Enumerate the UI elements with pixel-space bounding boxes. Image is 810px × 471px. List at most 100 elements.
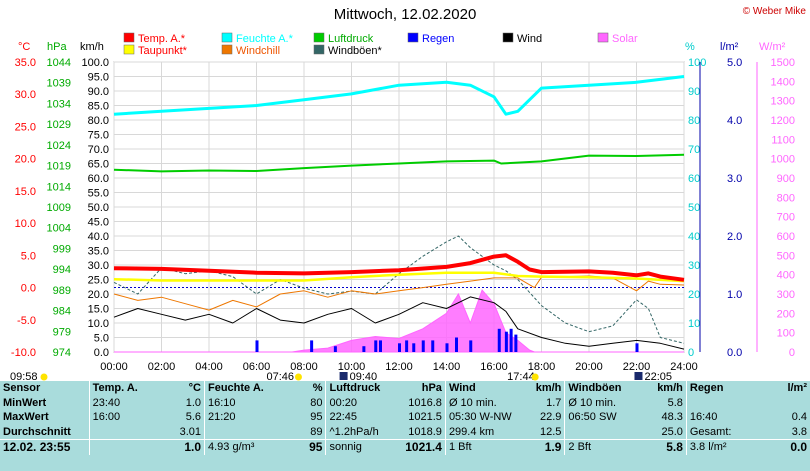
stats-cell: 23:40 (88, 395, 152, 411)
speed-tick: 20.0 (88, 289, 109, 301)
time-tick: 10:00 (338, 361, 366, 373)
speed-tick: 85.0 (88, 101, 109, 113)
stats-cell: 25.0 (661, 425, 683, 438)
solar-unit: W/m² (759, 41, 786, 53)
stats-cell: 1.0 (185, 396, 201, 409)
rain-bar (504, 331, 508, 352)
legend-label: Solar (612, 33, 638, 45)
stats-cell: 16:10 (204, 395, 274, 411)
speed-tick: 90.0 (88, 86, 109, 98)
rain-unit: l/m² (720, 41, 739, 53)
series-pressure (113, 153, 685, 173)
solar-tick: 100 (777, 328, 795, 340)
time-tick: 02:00 (148, 361, 176, 373)
humidity-tick: 20 (688, 289, 700, 301)
stats-cell: l/m² (787, 382, 807, 394)
series-solar (114, 289, 684, 353)
stats-cell: 16:40 (685, 410, 758, 425)
solar-tick: 1100 (771, 134, 795, 146)
pressure-tick: 974 (53, 347, 71, 359)
stats-cell: 12.5 (539, 425, 562, 438)
rain-tick: 1.0 (727, 289, 742, 301)
legend-swatch (407, 32, 419, 43)
stats-cell: Windböen (564, 381, 634, 396)
humidity-tick: 50 (688, 202, 700, 214)
statistics-panel: Sensor Temp. A. °C Feuchte A.% Luftdruck hPa W… (0, 381, 810, 471)
rain-bar (310, 340, 314, 352)
speed-tick: 95.0 (88, 72, 109, 84)
weather-chart: Temp. A.* Feuchte A.* Luftdruck Regen Wind So… (10, 32, 795, 381)
humidity-tick: 100 (688, 57, 706, 69)
time-tick: 04:00 (195, 361, 223, 373)
moonrise-icon (339, 372, 348, 380)
rain-bar (431, 340, 435, 352)
stats-cell: 1.7 (546, 396, 562, 409)
stats-cell: 05:30 W-NW (444, 410, 513, 425)
stats-cell: Durchschnitt (3, 425, 71, 438)
pressure-tick: 1014 (47, 181, 71, 193)
rain-bar (421, 340, 425, 352)
stats-cell: 89 (310, 425, 323, 438)
stats-cell: 1.9 (512, 439, 565, 455)
speed-tick: 0.0 (94, 347, 109, 359)
temp-tick: 30.0 (15, 89, 36, 101)
pressure-tick: 1029 (47, 119, 71, 131)
stats-cell: Feuchte A. (204, 381, 274, 396)
sunset-label: 17:44 (507, 371, 535, 381)
pressure-tick: 1019 (47, 161, 71, 173)
rain-bar (635, 343, 639, 352)
humidity-tick: 70 (688, 144, 700, 156)
speed-tick: 15.0 (88, 304, 109, 316)
axis-ticks: 35.0 30.0 25.0 20.0 15.0 10.0 5.0 0.0 -5.0 -10.0 1… (11, 57, 795, 373)
stats-cell: Regen (685, 381, 758, 396)
stats-cell: 0.4 (791, 411, 807, 424)
stats-row: Sensor Temp. A. °C Feuchte A.% Luftdruck hPa W… (0, 381, 810, 396)
solar-tick: 0 (789, 347, 795, 359)
pressure-tick: 979 (53, 326, 71, 338)
legend-swatch (123, 44, 135, 55)
sunrise-icon (294, 373, 302, 381)
solar-tick: 1400 (771, 76, 795, 88)
rain-bar (455, 337, 458, 352)
pressure-tick: 999 (53, 243, 71, 255)
sunset-icon (531, 373, 539, 381)
legend-swatch (221, 44, 233, 55)
stats-cell: hPa (421, 382, 442, 394)
solar-tick: 1200 (771, 115, 795, 127)
rain-bar (333, 346, 337, 352)
stats-cell: 95 (273, 439, 326, 455)
stats-cell: 3.8 l/m² (685, 439, 758, 455)
speed-tick: 35.0 (88, 246, 109, 258)
stats-cell (757, 396, 810, 411)
rain-tick: 5.0 (727, 57, 742, 69)
temp-tick: -10.0 (11, 347, 36, 359)
stats-cell: Sensor (3, 382, 41, 394)
statistics-table: Sensor Temp. A. °C Feuchte A.% Luftdruck hPa W… (0, 381, 810, 455)
stats-cell (88, 424, 152, 440)
pressure-tick: 994 (53, 264, 71, 276)
solar-tick: 1500 (771, 57, 795, 69)
speed-tick: 30.0 (88, 260, 109, 272)
stats-row: MaxWert 16:00 5.6 21:20 95 22:45 1021.5 05:30 W… (0, 410, 810, 425)
time-tick: 12:00 (385, 361, 413, 373)
temp-tick: 20.0 (15, 154, 36, 166)
stats-cell: 1.0 (151, 439, 205, 455)
stats-cell: 1018.9 (408, 425, 442, 438)
time-tick: 06:00 (243, 361, 271, 373)
stats-cell: 2 Bft (564, 439, 634, 455)
humidity-tick: 60 (688, 173, 700, 185)
rain-tick: 2.0 (727, 231, 742, 243)
pressure-tick: 984 (53, 306, 71, 318)
series-layer (113, 75, 685, 353)
axis-units: °C hPa km/h% l/m² W/m² (18, 41, 786, 53)
rain-bar (514, 334, 518, 352)
stats-cell: 3.01 (179, 425, 201, 438)
pressure-tick: 1039 (47, 78, 71, 90)
rain-bar (255, 340, 259, 352)
time-tick: 18:00 (528, 361, 556, 373)
rain-bar (509, 328, 513, 352)
stats-cell: % (312, 382, 323, 394)
stats-cell: °C (188, 382, 201, 394)
speed-tick: 60.0 (88, 173, 109, 185)
stats-cell: Ø 10 min. (564, 395, 634, 411)
